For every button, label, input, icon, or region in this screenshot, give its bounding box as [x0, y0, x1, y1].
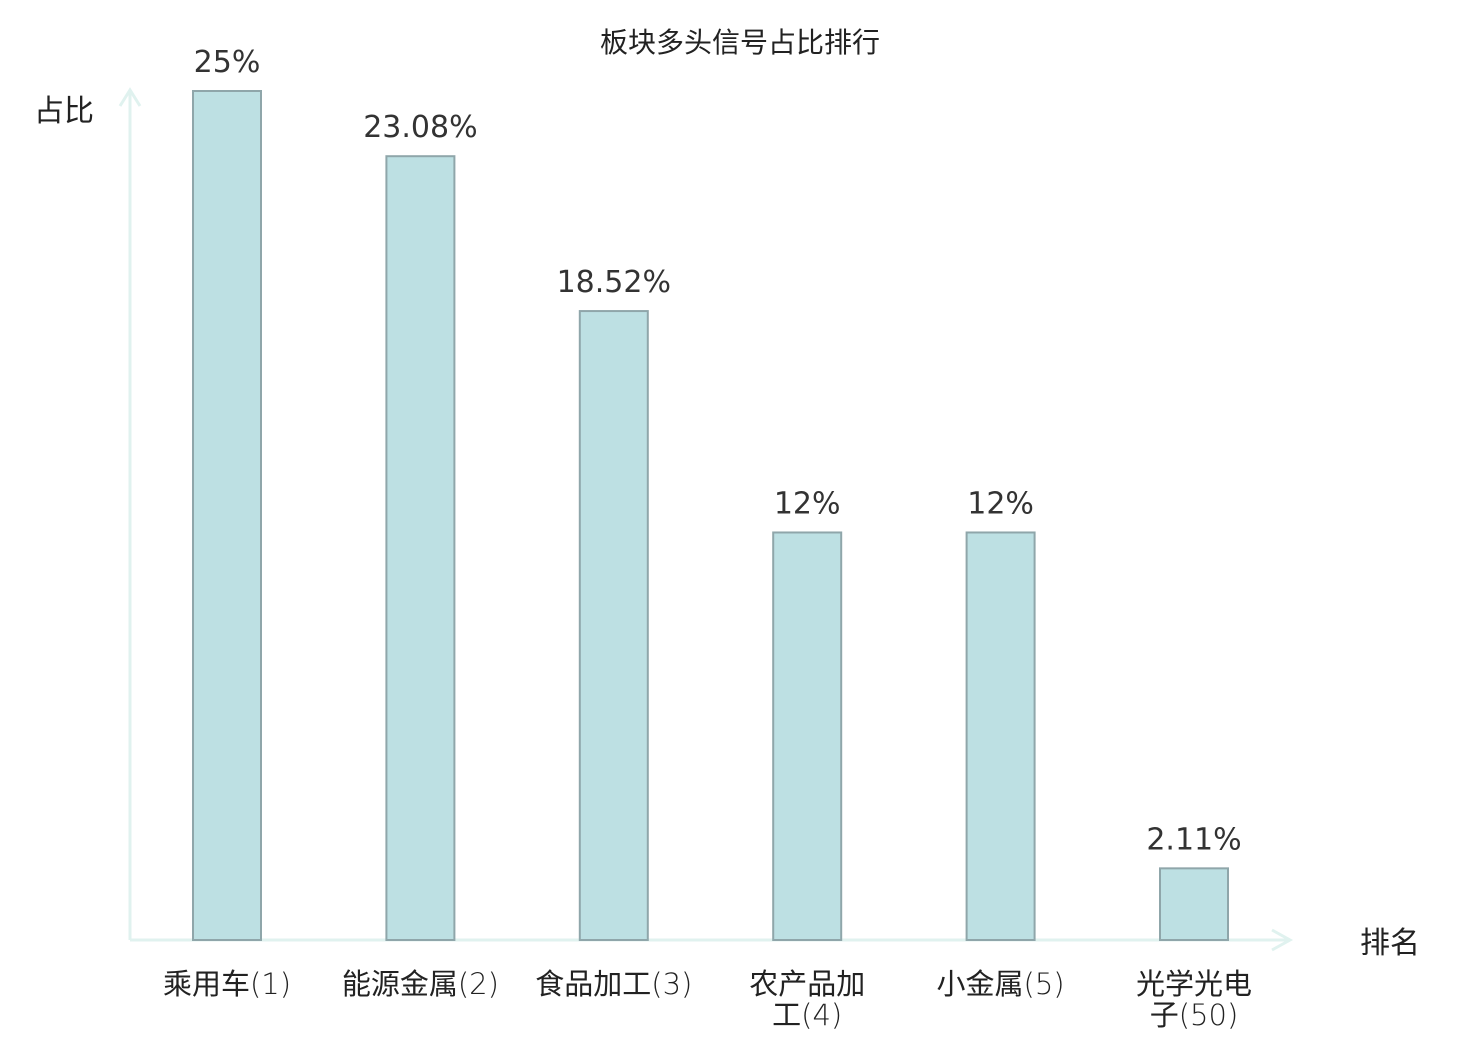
category-label-3: 食品加工(3)	[535, 967, 692, 1001]
value-label-3: 18.52%	[557, 265, 671, 300]
value-label-4: 12%	[774, 486, 841, 521]
category-label-1: 乘用车(1)	[163, 967, 291, 1001]
x-axis-label: 排名	[1360, 926, 1420, 961]
value-label-6: 2.11%	[1146, 822, 1241, 857]
category-labels-group: 乘用车(1) 能源金属(2) 食品加工(3) 农产品加工(4) 小金属(5) 光学光电子(…	[163, 967, 1252, 1032]
y-axis-arrow	[118, 87, 142, 107]
bar-5	[965, 531, 1036, 941]
axes	[118, 87, 1294, 952]
y-axis-label: 占比	[34, 94, 94, 129]
bar-2	[385, 155, 456, 942]
value-label-2: 23.08%	[363, 110, 477, 145]
bar-4	[772, 531, 843, 941]
category-label-6: 光学光电子(50)	[1136, 967, 1252, 1032]
bar-6	[1159, 867, 1229, 942]
x-axis-arrow	[1271, 928, 1294, 952]
bars-group	[192, 90, 1229, 942]
category-label-5: 小金属(5)	[937, 967, 1065, 1001]
bar-1	[192, 90, 262, 941]
category-label-4: 农产品加工(4)	[749, 967, 865, 1032]
category-label-2: 能源金属(2)	[342, 967, 499, 1001]
value-label-5: 12%	[967, 486, 1034, 521]
value-label-1: 25%	[194, 45, 261, 80]
value-labels-group: 25% 23.08% 18.52% 12% 12% 2.11%	[194, 45, 1242, 857]
chart-title: 板块多头信号占比排行	[600, 26, 880, 59]
bar-3	[578, 310, 649, 941]
